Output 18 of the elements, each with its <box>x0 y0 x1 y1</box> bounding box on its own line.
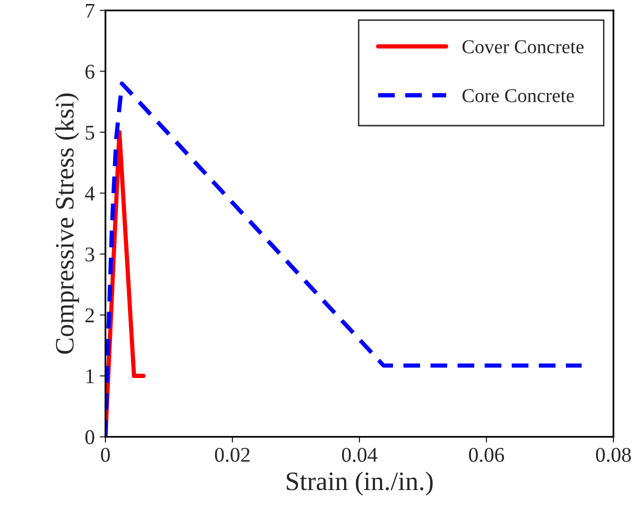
y-tick-label: 7 <box>86 4 94 18</box>
legend-label: Cover Concrete <box>462 40 584 54</box>
y-tick-label: 3 <box>86 247 94 262</box>
y-tick-label: 2 <box>86 308 94 322</box>
x-tick-label: 0 <box>101 448 110 462</box>
x-tick-label: 0.08 <box>596 448 631 462</box>
x-tick-label: 0.06 <box>469 448 504 462</box>
x-axis-title: Strain (in./in.) <box>286 472 433 496</box>
x-tick-label: 0.02 <box>215 448 250 462</box>
legend-label: Core Concrete <box>462 89 574 102</box>
y-tick-label: 1 <box>86 369 94 384</box>
line-series <box>105 81 584 437</box>
y-axis-title: Compressive Stress (ksi) <box>55 94 80 354</box>
y-tick-label: 6 <box>85 64 94 79</box>
y-tick-label: 0 <box>85 430 94 444</box>
y-tick-label: 5 <box>86 126 94 140</box>
x-tick-label: 0.04 <box>342 448 378 462</box>
y-tick-label: 4 <box>85 186 95 200</box>
